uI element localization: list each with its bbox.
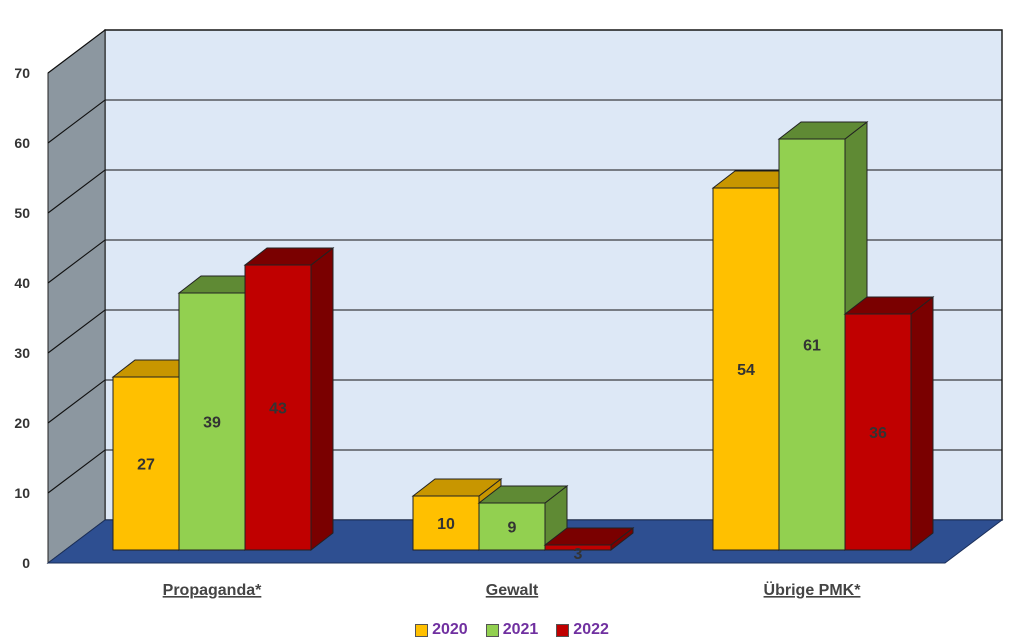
gridline-40 (47, 239, 1002, 284)
bar-Gewalt-2022: 3 (543, 526, 635, 563)
gridlines (47, 29, 1002, 494)
legend-label-2021: 2021 (502, 621, 539, 638)
bar-side-Übrige PMK*-2022 (910, 295, 934, 552)
data-label-Propaganda*-2021: 39 (203, 415, 221, 432)
data-label-Gewalt-2020: 10 (437, 516, 455, 533)
y-axis: 0 10 20 30 40 50 60 70 (14, 65, 30, 571)
bar-front-Propaganda*-2022 (244, 264, 312, 551)
bar-front-Übrige PMK*-2021 (778, 138, 846, 551)
legend-label-2022: 2022 (573, 621, 609, 638)
legend-item-2021: 2021 (485, 621, 539, 639)
bar-front-Propaganda*-2021 (178, 292, 246, 551)
bar-front-Propaganda*-2020 (112, 376, 180, 551)
data-label-Gewalt-2021: 9 (508, 520, 517, 537)
bar-Übrige PMK*-2022: 36 (843, 295, 935, 552)
side-wall (47, 28, 106, 565)
x-axis: Propaganda* Gewalt Übrige PMK* (163, 580, 862, 599)
data-label-Propaganda*-2022: 43 (269, 401, 287, 418)
gridline-70 (47, 29, 1002, 74)
bars: 27 39 43 10 9 3 54 61 36 (111, 120, 935, 563)
x-category-label-0: Propaganda* (163, 582, 262, 599)
x-category-label-1: Gewalt (486, 582, 539, 599)
y-tick-label-40: 40 (14, 275, 30, 291)
y-tick-label-20: 20 (14, 415, 30, 431)
data-label-Übrige PMK*-2022: 36 (869, 425, 887, 442)
legend-swatch-2022 (556, 623, 570, 637)
y-tick-label-30: 30 (14, 345, 30, 361)
y-tick-label-0: 0 (22, 555, 30, 571)
bar-front-Gewalt-2020 (412, 495, 480, 551)
bar-side-Propaganda*-2022 (310, 246, 334, 552)
bar-Propaganda*-2022: 43 (243, 246, 335, 552)
data-label-Übrige PMK*-2020: 54 (737, 362, 755, 379)
y-tick-label-70: 70 (14, 65, 30, 81)
gridline-10 (47, 449, 1002, 494)
gridline-30 (47, 309, 1002, 354)
gridline-20 (47, 379, 1002, 424)
legend-item-2020: 2020 (415, 621, 468, 639)
legend-item-2022: 2022 (556, 621, 609, 639)
y-tick-label-60: 60 (14, 135, 30, 151)
bar-front-Gewalt-2021 (478, 502, 546, 551)
x-category-label-2: Übrige PMK* (764, 580, 862, 599)
y-tick-label-10: 10 (14, 485, 30, 501)
data-label-Propaganda*-2020: 27 (137, 457, 155, 474)
legend: 2020 2021 2022 (0, 617, 1024, 643)
legend-swatch-2021 (485, 623, 499, 637)
legend-label-2020: 2020 (432, 621, 468, 638)
bar-front-Übrige PMK*-2022 (844, 313, 912, 551)
y-tick-label-50: 50 (14, 205, 30, 221)
data-label-Gewalt-2022: 3 (574, 546, 583, 563)
data-label-Übrige PMK*-2021: 61 (803, 338, 821, 355)
gridline-60 (47, 99, 1002, 144)
bar-front-Übrige PMK*-2020 (712, 187, 780, 551)
gridline-50 (47, 169, 1002, 214)
bar-front-Gewalt-2022 (544, 544, 612, 551)
legend-swatch-2020 (415, 623, 429, 637)
